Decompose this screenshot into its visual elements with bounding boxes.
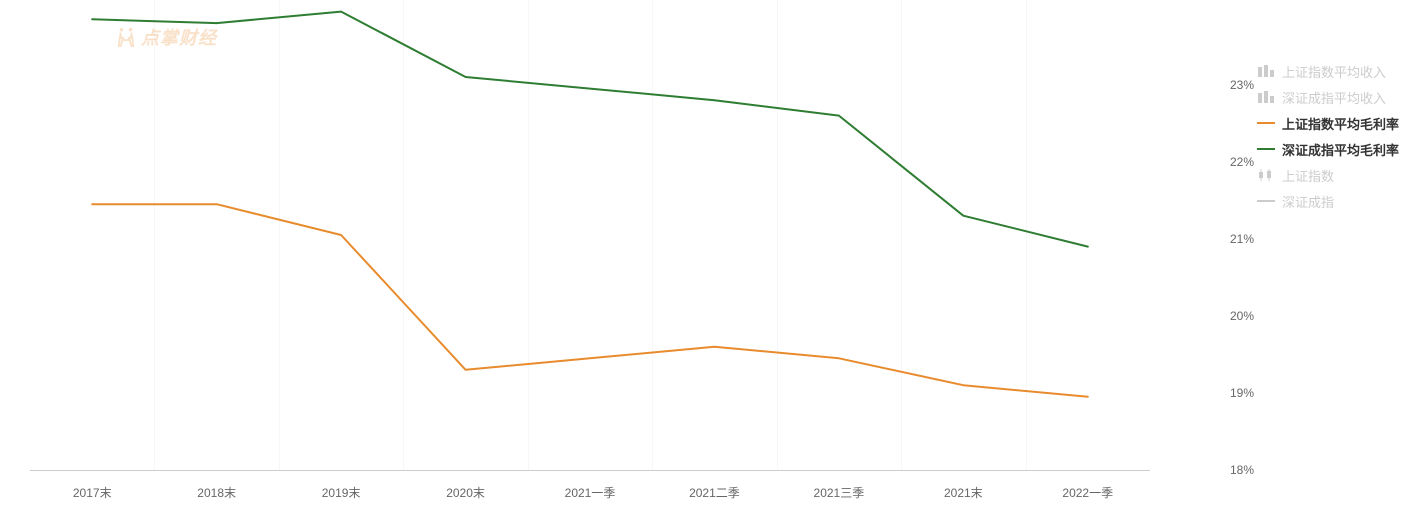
legend-label: 上证指数平均毛利率 — [1282, 114, 1399, 133]
legend-label: 深证成指 — [1282, 192, 1334, 211]
legend-item-szse_index[interactable]: 深证成指 — [1256, 188, 1399, 214]
series-lines — [30, 0, 1150, 470]
watermark-text: 点掌财经 — [141, 24, 217, 50]
x-axis-line — [30, 470, 1150, 471]
legend-item-sse_index[interactable]: 上证指数 — [1256, 162, 1399, 188]
legend-label: 上证指数 — [1282, 166, 1334, 185]
legend-item-sse_avg_income[interactable]: 上证指数平均收入 — [1256, 58, 1399, 84]
legend-swatch-icon — [1256, 195, 1276, 207]
legend-swatch-icon — [1256, 65, 1276, 77]
y-tick-label: 23% — [1230, 78, 1254, 92]
plot-area — [30, 0, 1150, 470]
x-tick-label: 2017末 — [73, 484, 112, 501]
legend-item-sse_gross_margin[interactable]: 上证指数平均毛利率 — [1256, 110, 1399, 136]
legend-swatch-icon — [1256, 168, 1276, 182]
x-tick-label: 2020末 — [446, 484, 485, 501]
legend-item-szse_avg_income[interactable]: 深证成指平均收入 — [1256, 84, 1399, 110]
x-tick-label: 2021末 — [944, 484, 983, 501]
legend-label: 深证成指平均收入 — [1282, 88, 1386, 107]
x-tick-label: 2021二季 — [689, 484, 740, 501]
chart-container: 2017末 2018末 2019末 2020末 2021一季 2021二季 2021三季 20… — [0, 0, 1421, 509]
x-tick-label: 2019末 — [322, 484, 361, 501]
x-tick-label: 2022一季 — [1062, 484, 1113, 501]
legend-swatch-icon — [1256, 117, 1276, 129]
x-tick-label: 2018末 — [197, 484, 236, 501]
series-line-sse_gross_margin — [92, 204, 1088, 397]
legend: 上证指数平均收入深证成指平均收入上证指数平均毛利率深证成指平均毛利率上证指数深证… — [1256, 58, 1399, 214]
legend-label: 深证成指平均毛利率 — [1282, 140, 1399, 159]
watermark: 点掌财经 — [115, 24, 217, 50]
watermark-icon — [115, 26, 137, 48]
y-tick-label: 22% — [1230, 155, 1254, 169]
legend-item-szse_gross_margin[interactable]: 深证成指平均毛利率 — [1256, 136, 1399, 162]
x-tick-label: 2021一季 — [565, 484, 616, 501]
y-tick-label: 18% — [1230, 463, 1254, 477]
legend-swatch-icon — [1256, 143, 1276, 155]
y-tick-label: 19% — [1230, 386, 1254, 400]
y-tick-label: 21% — [1230, 232, 1254, 246]
y-tick-label: 20% — [1230, 309, 1254, 323]
legend-swatch-icon — [1256, 91, 1276, 103]
legend-label: 上证指数平均收入 — [1282, 62, 1386, 81]
x-tick-label: 2021三季 — [814, 484, 865, 501]
